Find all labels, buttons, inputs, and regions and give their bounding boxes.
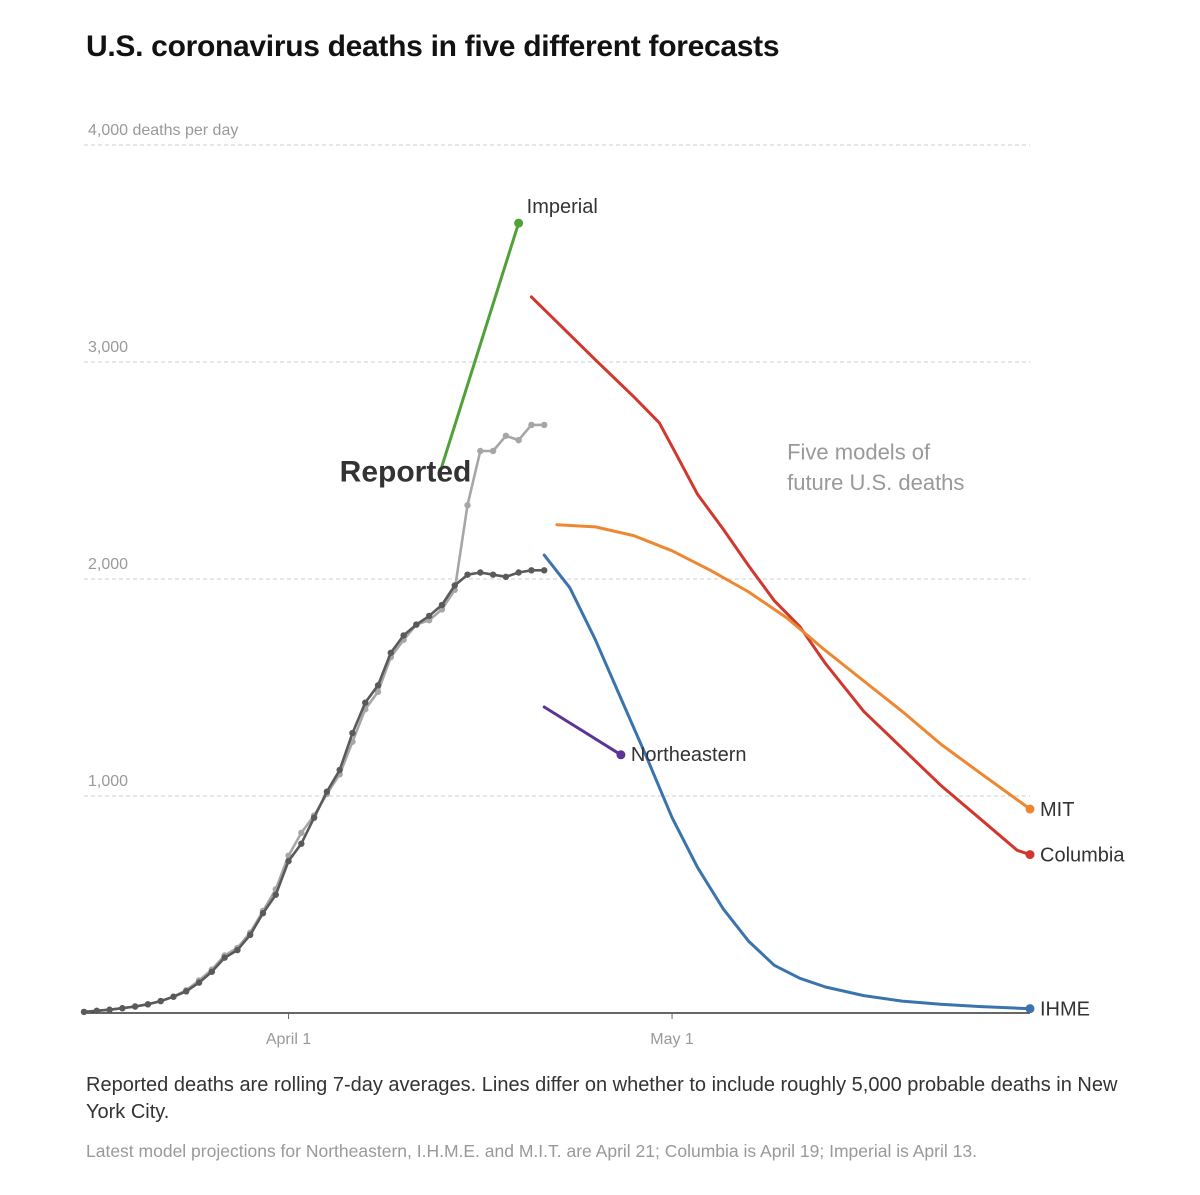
series-end-mit xyxy=(1025,804,1035,814)
series-point-reported-1-14 xyxy=(259,909,267,917)
series-line-northeastern-6 xyxy=(542,705,623,757)
chart-caption: Reported deaths are rolling 7-day averag… xyxy=(86,1074,1118,1123)
series-point-reported-1-11 xyxy=(221,954,228,961)
series-point-reported-1-24 xyxy=(387,649,395,656)
series-point-reported-1-28 xyxy=(438,601,446,609)
y-tick-label-2000: 2,000 xyxy=(88,556,128,573)
series-point-reported-1-21 xyxy=(349,729,356,737)
series-line-mit-4 xyxy=(555,523,1032,811)
annotation-reported: Reported xyxy=(340,455,472,488)
series-point-reported-0-34 xyxy=(515,436,522,444)
series-point-reported-1-32 xyxy=(489,571,497,578)
series-point-reported-0-23 xyxy=(374,688,382,696)
y-tick-label-3000: 3,000 xyxy=(88,339,128,356)
series-point-reported-1-2 xyxy=(106,1006,113,1013)
series-point-reported-0-35 xyxy=(528,421,535,429)
series-label-imperial: Imperial xyxy=(527,196,598,218)
series-label-ihme: IHME xyxy=(1040,999,1090,1021)
series-point-reported-1-33 xyxy=(502,573,510,581)
series-point-reported-1-10 xyxy=(208,968,216,975)
series-point-reported-0-33 xyxy=(502,432,510,439)
series-point-reported-1-8 xyxy=(183,988,190,995)
series-point-reported-0-32 xyxy=(489,447,497,455)
series-point-reported-1-18 xyxy=(310,814,318,821)
series-point-reported-1-1 xyxy=(93,1007,100,1015)
series-line-reported-0 xyxy=(82,423,546,1014)
chart-source-note: Latest model projections for Northeaster… xyxy=(86,1141,977,1161)
series-point-reported-1-19 xyxy=(323,788,331,795)
annotation-future-u-s-deaths: future U.S. deaths xyxy=(787,470,964,495)
series-point-reported-1-20 xyxy=(336,766,343,774)
series-label-northeastern: Northeastern xyxy=(631,744,747,766)
series-point-reported-0-31 xyxy=(477,447,484,455)
series-point-reported-1-3 xyxy=(119,1005,126,1012)
series-line-imperial-2 xyxy=(440,221,521,468)
series-point-reported-0-30 xyxy=(464,502,471,509)
y-tick-label-1000: 1,000 xyxy=(88,773,128,790)
series-point-reported-1-22 xyxy=(362,699,369,706)
series-point-reported-1-26 xyxy=(413,621,420,628)
series-point-reported-1-4 xyxy=(131,1003,139,1010)
series-point-reported-1-12 xyxy=(234,946,241,954)
series-point-reported-1-35 xyxy=(528,567,535,574)
series-point-reported-1-7 xyxy=(170,993,177,1000)
series-point-reported-1-36 xyxy=(541,567,548,574)
series-point-reported-0-36 xyxy=(541,421,548,429)
series-end-imperial xyxy=(514,218,524,228)
series-point-reported-1-29 xyxy=(451,582,458,589)
series-point-reported-1-6 xyxy=(157,997,164,1005)
series-point-reported-1-23 xyxy=(374,682,382,689)
y-tick-label-4000: 4,000 deaths per day xyxy=(88,122,238,139)
series-point-reported-1-25 xyxy=(400,632,407,639)
x-tick-label-may-1: May 1 xyxy=(650,1031,694,1048)
series-label-columbia: Columbia xyxy=(1040,845,1125,867)
series-line-reported-1 xyxy=(82,569,546,1014)
series-line-ihme-5 xyxy=(542,553,1032,1011)
series-point-reported-1-27 xyxy=(425,612,433,620)
chart-area: 1,000 2,000 3,000 4,000 deaths per day April… xyxy=(80,122,1125,1048)
x-tick-label-april-1: April 1 xyxy=(266,1031,311,1048)
annotation-five-models-of: Five models of xyxy=(787,440,931,465)
series-point-reported-1-34 xyxy=(515,569,522,576)
series-line-columbia-3 xyxy=(529,295,1032,857)
series-end-ihme xyxy=(1025,1004,1035,1014)
series-point-reported-1-31 xyxy=(477,569,484,576)
chart-title: U.S. coronavirus deaths in five differen… xyxy=(86,30,780,63)
series-label-mit: MIT xyxy=(1040,799,1074,821)
series-point-reported-1-17 xyxy=(298,840,305,847)
series-end-northeastern xyxy=(616,750,626,760)
series-end-columbia xyxy=(1025,850,1035,860)
series-point-reported-1-16 xyxy=(285,857,292,865)
series-point-reported-1-30 xyxy=(464,571,471,578)
series-point-reported-0-17 xyxy=(298,829,305,837)
series-point-reported-1-9 xyxy=(195,979,203,986)
series-point-reported-1-5 xyxy=(144,1001,152,1008)
series-point-reported-1-15 xyxy=(272,891,279,898)
series-point-reported-1-0 xyxy=(80,1008,88,1016)
series-point-reported-1-13 xyxy=(246,931,254,939)
